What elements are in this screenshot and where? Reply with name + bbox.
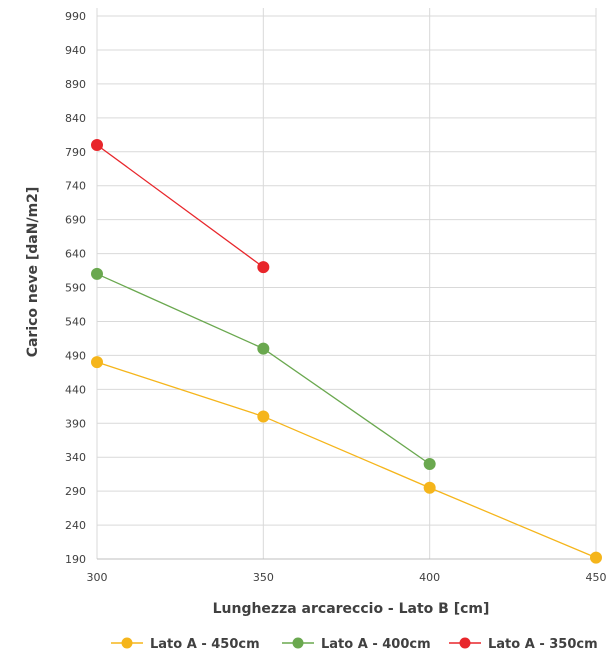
legend-label: Lato A - 350cm	[488, 637, 598, 652]
x-axis-title: Lunghezza arcareccio - Lato B [cm]	[213, 601, 490, 617]
y-tick-label: 690	[65, 214, 86, 227]
y-tick-label: 290	[65, 485, 86, 498]
y-tick-label: 640	[65, 248, 86, 261]
y-tick-label: 190	[65, 553, 86, 566]
data-point	[590, 551, 602, 564]
y-tick-label: 490	[65, 349, 86, 362]
y-tick-label: 840	[65, 112, 86, 125]
data-point	[257, 261, 270, 274]
legend-item: Lato A - 400cm	[282, 637, 431, 652]
data-point	[257, 410, 270, 423]
data-point	[91, 267, 103, 280]
y-tick-label: 340	[65, 451, 86, 464]
legend-item: Lato A - 450cm	[111, 637, 260, 652]
y-tick-label: 790	[65, 146, 86, 159]
x-tick-label: 350	[253, 571, 274, 584]
legend-marker	[292, 637, 304, 649]
series-1	[91, 356, 602, 564]
y-tick-label: 540	[65, 315, 86, 328]
data-point	[423, 481, 436, 494]
legend-label: Lato A - 400cm	[321, 637, 431, 652]
x-tick-label: 300	[87, 571, 108, 584]
x-tick-label: 400	[419, 571, 440, 584]
y-tick-label: 590	[65, 282, 86, 295]
data-point	[423, 457, 436, 470]
x-tick-label: 450	[586, 571, 606, 584]
series-3	[91, 138, 270, 274]
legend: Lato A - 450cm Lato A - 400cm Lato A - 350…	[111, 637, 598, 652]
series	[91, 138, 602, 564]
y-tick-label: 890	[65, 78, 86, 91]
y-tick-label: 740	[65, 180, 86, 193]
y-tick-label: 390	[65, 417, 86, 430]
y-tick-label: 240	[65, 519, 86, 532]
y-tick-label: 990	[65, 10, 86, 23]
grid	[96, 8, 597, 560]
data-point	[91, 356, 103, 369]
legend-marker	[459, 637, 471, 649]
legend-marker	[121, 637, 133, 649]
y-tick-label: 940	[65, 44, 86, 57]
series-line	[96, 361, 597, 559]
y-tick-label: 440	[65, 383, 86, 396]
data-point	[257, 342, 270, 355]
data-point	[91, 138, 103, 151]
series-line	[96, 144, 264, 268]
y-axis-title: Carico neve [daN/m2]	[25, 187, 41, 358]
series-2	[91, 267, 436, 470]
legend-label: Lato A - 450cm	[150, 637, 260, 652]
axes: 190 240 290 340 390 440 490 540 590 640 690 740 790 8…	[65, 10, 606, 584]
legend-item: Lato A - 350cm	[449, 637, 598, 652]
